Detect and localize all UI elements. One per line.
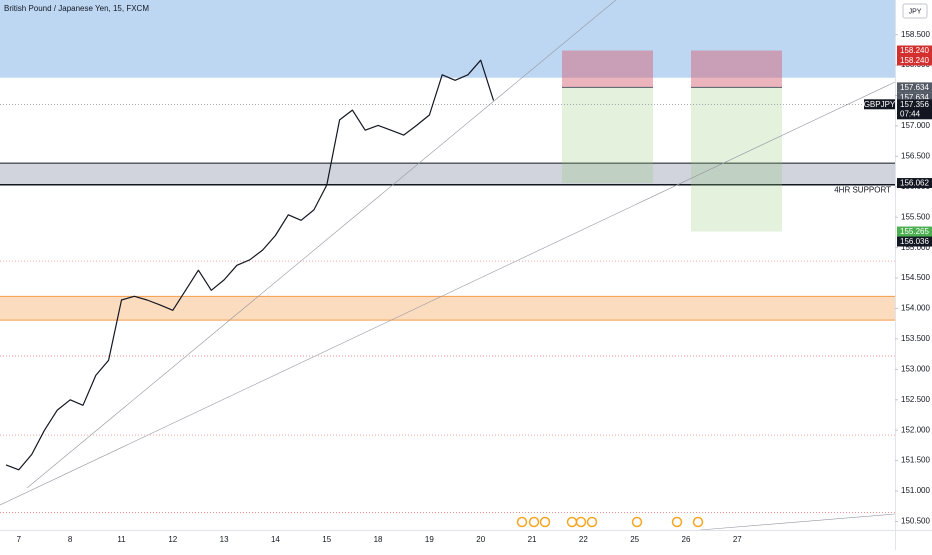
y-tick-label: 152.500 (901, 395, 930, 404)
y-tick-label: 155.500 (901, 212, 930, 221)
x-tick-label: 22 (579, 535, 588, 544)
event-icon[interactable] (566, 516, 578, 528)
y-tick-label: 158.500 (901, 30, 930, 39)
event-icon[interactable] (692, 516, 704, 528)
x-tick-label: 25 (630, 535, 639, 544)
axis-price-label-box (897, 226, 932, 237)
y-tick-label: 151.500 (901, 456, 930, 465)
axis-price-label: 156.062 (900, 179, 929, 188)
stop-zone (691, 50, 782, 88)
target-zone (691, 87, 782, 232)
y-tick-label: 156.500 (901, 151, 930, 160)
chart-title: British Pound / Japanese Yen, 15, FXCM (4, 4, 149, 13)
event-icon[interactable] (631, 516, 643, 528)
x-tick-label: 21 (528, 535, 537, 544)
y-tick-label: 154.500 (901, 273, 930, 282)
plot (5, 59, 495, 471)
event-icon[interactable] (516, 516, 528, 528)
drawings (0, 0, 896, 531)
event-icon[interactable] (671, 516, 683, 528)
target-zone (562, 87, 653, 184)
y-tick-label: 152.000 (901, 425, 930, 434)
trend-line (699, 513, 896, 531)
support-label: 4HR SUPPORT (834, 186, 891, 195)
x-tick-label: 11 (117, 535, 126, 544)
axis-price-label: 158.240 (900, 46, 929, 55)
symbol-box (864, 99, 895, 110)
zone (0, 0, 895, 78)
event-icon[interactable] (539, 516, 551, 528)
price-axis: 150.500 151.000 151.500 152.000 152.500 153.0… (864, 30, 932, 526)
price-line (5, 59, 495, 471)
axis-price-label-box (897, 45, 932, 56)
trend-line (26, 0, 617, 489)
support-price-label-box (897, 236, 932, 247)
y-tick-label: 157.000 (901, 121, 930, 130)
symbol-label: GBPJPY (864, 100, 896, 109)
x-tick-label: 13 (220, 535, 229, 544)
y-tick-label: 154.000 (901, 304, 930, 313)
x-tick-label: 20 (476, 535, 485, 544)
currency-badge[interactable] (902, 3, 928, 19)
current-time-label: 07:44 (900, 109, 921, 118)
zone (0, 296, 895, 321)
x-tick-label: 18 (374, 535, 383, 544)
x-tick-label: 7 (17, 535, 22, 544)
x-tick-label: 27 (733, 535, 742, 544)
y-tick-label: 155.000 (901, 243, 930, 252)
axis-price-label-box (897, 82, 932, 93)
y-tick-label: 150.500 (901, 517, 930, 526)
x-tick-label: 12 (168, 535, 177, 544)
x-tick-label: 15 (322, 535, 331, 544)
x-tick-label: 19 (425, 535, 434, 544)
stop-zone (562, 50, 653, 88)
trend-line (0, 81, 896, 506)
axis-price-label: 157.634 (900, 83, 929, 92)
y-tick-label: 151.000 (901, 486, 930, 495)
current-price-box (897, 99, 932, 120)
support-price-label: 156.036 (900, 237, 929, 246)
axis-price-label-box (897, 178, 932, 189)
axis-price-label-box (897, 92, 932, 103)
events (516, 516, 704, 528)
event-icon[interactable] (575, 516, 587, 528)
y-tick-label: 153.000 (901, 364, 930, 373)
axis-price-label: 157.634 (900, 93, 929, 102)
axis-price-label-box (897, 55, 932, 66)
axis-price-label: 158.240 (900, 56, 929, 65)
y-tick-label: 153.500 (901, 334, 930, 343)
zones: 4HR SUPPORT (0, 0, 895, 513)
zone (0, 163, 895, 185)
current-price-label: 157.356 (900, 100, 929, 109)
x-tick-label: 8 (68, 535, 73, 544)
event-icon[interactable] (528, 516, 540, 528)
currency-label: JPY (909, 8, 922, 15)
x-tick-label: 14 (271, 535, 280, 544)
x-tick-label: 26 (682, 535, 691, 544)
axis-price-label: 155.265 (900, 227, 929, 236)
event-icon[interactable] (586, 516, 598, 528)
